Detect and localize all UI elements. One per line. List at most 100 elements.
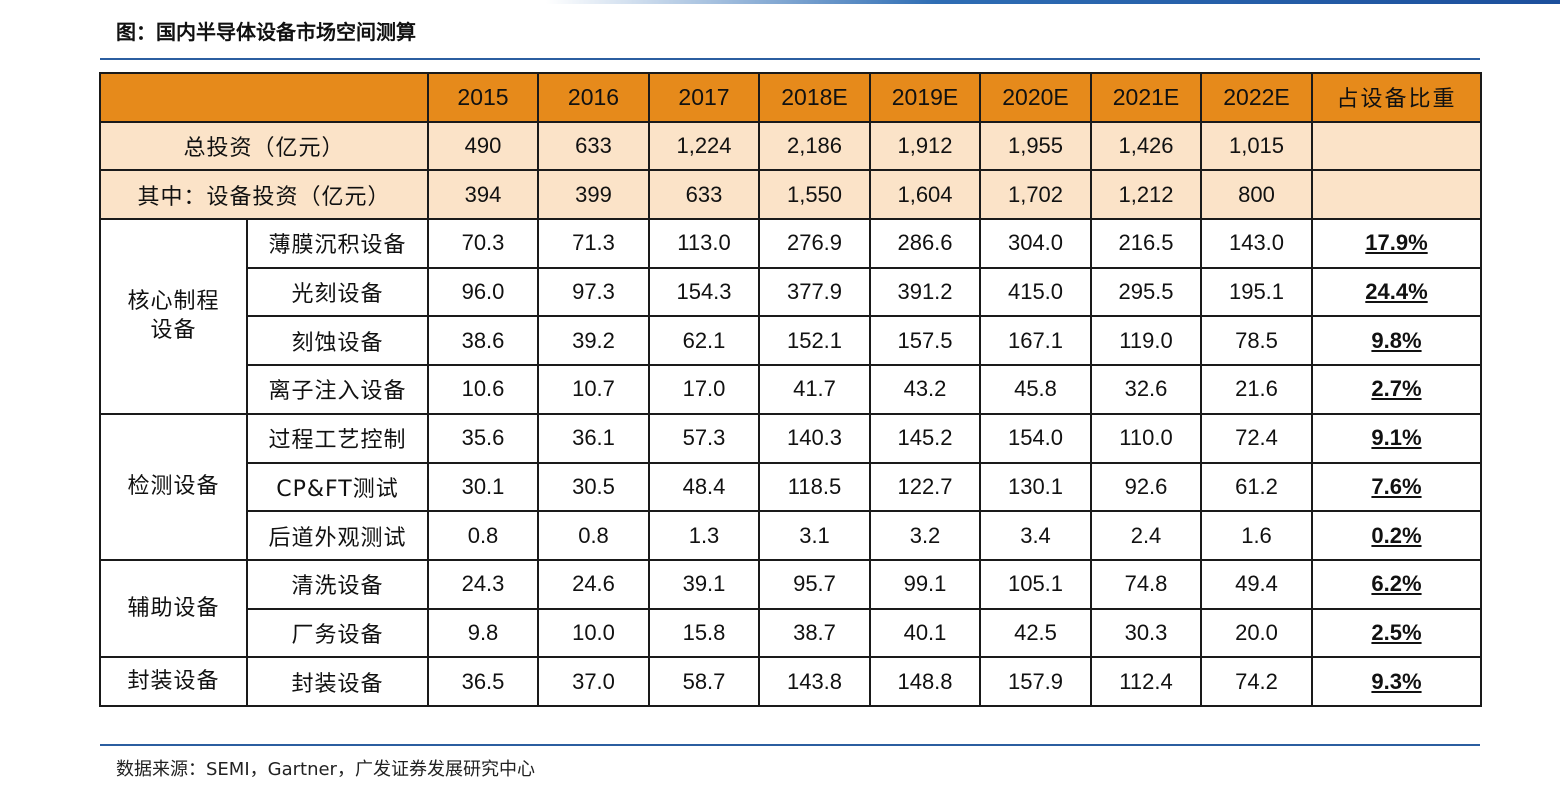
value-cell: 10.6: [427, 364, 539, 415]
header-year-cell: 2016: [537, 72, 650, 123]
value-cell: 57.3: [648, 412, 760, 464]
group-label-line: 封装设备: [127, 669, 220, 695]
value-cell: 216.5: [1090, 218, 1202, 269]
value-cell: 74.8: [1090, 558, 1202, 610]
equipment-label-cell: 封装设备: [246, 656, 429, 707]
value-cell: 70.3: [427, 218, 539, 269]
value-cell: 43.2: [869, 364, 981, 415]
equipment-row: 封装设备 封装设备 36.5 37.0 58.7 143.8 148.8 157.9 112.4…: [99, 656, 1482, 707]
value-cell: 97.3: [537, 266, 650, 318]
equipment-row: 光刻设备 96.0 97.3 154.3 377.9 391.2 415.0 295.5 195…: [100, 266, 1482, 318]
value-cell: 195.1: [1200, 266, 1313, 318]
value-cell: 154.0: [979, 412, 1092, 464]
value-cell: 1,550: [758, 169, 871, 221]
equipment-label-cell: 刻蚀设备: [246, 315, 429, 367]
header-year-cell: 2018E: [758, 72, 871, 123]
value-cell: 1,955: [979, 120, 1092, 172]
equipment-row: 检测设备 过程工艺控制 35.6 36.1 57.3 140.3 145.2 154.0 110…: [99, 412, 1482, 561]
share-cell: 9.8%: [1311, 315, 1482, 367]
value-cell: 377.9: [758, 266, 871, 318]
value-cell: 1,702: [979, 169, 1092, 221]
value-cell: 35.6: [427, 412, 539, 464]
equipment-row: 离子注入设备 10.6 10.7 17.0 41.7 43.2 45.8 32.6 21.6 2.…: [100, 364, 1482, 415]
value-cell: 72.4: [1200, 412, 1313, 464]
share-cell: 2.5%: [1311, 607, 1482, 659]
value-cell: 122.7: [869, 461, 981, 513]
value-cell: 154.3: [648, 266, 760, 318]
summary-row: 总投资（亿元） 490 633 1,224 2,186 1,912 1,955 1,426 1,…: [99, 120, 1482, 172]
value-cell: 39.2: [537, 315, 650, 367]
share-cell: 24.4%: [1311, 266, 1482, 318]
value-cell: 0.8: [427, 510, 539, 561]
value-cell: 295.5: [1090, 266, 1202, 318]
value-cell: 99.1: [869, 558, 981, 610]
value-cell: 157.9: [979, 656, 1092, 707]
value-cell: 2,186: [758, 120, 871, 172]
value-cell: 40.1: [869, 607, 981, 659]
figure-title: 图：国内半导体设备市场空间测算: [116, 20, 416, 44]
value-cell: 37.0: [537, 656, 650, 707]
value-cell: 45.8: [979, 364, 1092, 415]
value-cell: 140.3: [758, 412, 871, 464]
group-label-cell: 辅助设备: [99, 558, 248, 659]
value-cell: 62.1: [648, 315, 760, 367]
header-row: 2015 2016 2017 2018E 2019E 2020E 2021E 2…: [99, 72, 1482, 123]
value-cell: 24.6: [537, 558, 650, 610]
summary-label-cell: 总投资（亿元）: [99, 120, 429, 172]
source-divider: [100, 744, 1480, 746]
value-cell: 415.0: [979, 266, 1092, 318]
value-cell: 800: [1200, 169, 1313, 221]
value-cell: 39.1: [648, 558, 760, 610]
value-cell: 113.0: [648, 218, 760, 269]
value-cell: 17.0: [648, 364, 760, 415]
value-cell: 9.8: [427, 607, 539, 659]
value-cell: 32.6: [1090, 364, 1202, 415]
equipment-row: 后道外观测试 0.8 0.8 1.3 3.1 3.2 3.4 2.4 1.6 0.2%: [100, 510, 1482, 561]
value-cell: 58.7: [648, 656, 760, 707]
value-cell: 42.5: [979, 607, 1092, 659]
value-cell: 30.1: [427, 461, 539, 513]
header-year-cell: 2021E: [1090, 72, 1202, 123]
value-cell: 112.4: [1090, 656, 1202, 707]
value-cell: 15.8: [648, 607, 760, 659]
value-cell: 71.3: [537, 218, 650, 269]
equipment-label-cell: CP&FT测试: [246, 461, 429, 513]
value-cell: 145.2: [869, 412, 981, 464]
value-cell: 152.1: [758, 315, 871, 367]
group-label-cell: 核心制程 设备: [99, 218, 248, 415]
source-note: 数据来源：SEMI，Gartner，广发证券发展研究中心: [116, 759, 535, 780]
value-cell: 119.0: [1090, 315, 1202, 367]
value-cell: 110.0: [1090, 412, 1202, 464]
value-cell: 148.8: [869, 656, 981, 707]
header-year-cell: 2020E: [979, 72, 1092, 123]
value-cell: 167.1: [979, 315, 1092, 367]
header-year-cell: 2019E: [869, 72, 981, 123]
share-cell: 7.6%: [1311, 461, 1482, 513]
equipment-label-cell: 过程工艺控制: [246, 412, 429, 464]
value-cell: 20.0: [1200, 607, 1313, 659]
value-cell: 92.6: [1090, 461, 1202, 513]
value-cell: 143.0: [1200, 218, 1313, 269]
header-year-cell: 2022E: [1200, 72, 1313, 123]
value-cell: 10.7: [537, 364, 650, 415]
value-cell: 38.7: [758, 607, 871, 659]
equipment-row: 厂务设备 9.8 10.0 15.8 38.7 40.1 42.5 30.3 20.0 2.5%: [100, 607, 1482, 659]
group-label-line: 设备: [150, 318, 197, 344]
equipment-label-cell: 清洗设备: [246, 558, 429, 610]
title-divider: [100, 58, 1480, 60]
group-label-cell: 检测设备: [99, 412, 248, 561]
value-cell: 30.5: [537, 461, 650, 513]
value-cell: 286.6: [869, 218, 981, 269]
value-cell: 78.5: [1200, 315, 1313, 367]
value-cell: 30.3: [1090, 607, 1202, 659]
share-cell-empty: [1311, 169, 1482, 221]
value-cell: 394: [427, 169, 539, 221]
value-cell: 36.5: [427, 656, 539, 707]
equipment-label-cell: 厂务设备: [246, 607, 429, 659]
value-cell: 48.4: [648, 461, 760, 513]
share-cell: 9.3%: [1311, 656, 1482, 707]
table-body: 2015 2016 2017 2018E 2019E 2020E 2021E 2…: [99, 72, 1482, 707]
equipment-label-cell: 后道外观测试: [246, 510, 429, 561]
share-cell: 9.1%: [1311, 412, 1482, 464]
equipment-row: 核心制程 设备 薄膜沉积设备 70.3 71.3 113.0 276.9 286.6 304.0…: [99, 218, 1482, 415]
